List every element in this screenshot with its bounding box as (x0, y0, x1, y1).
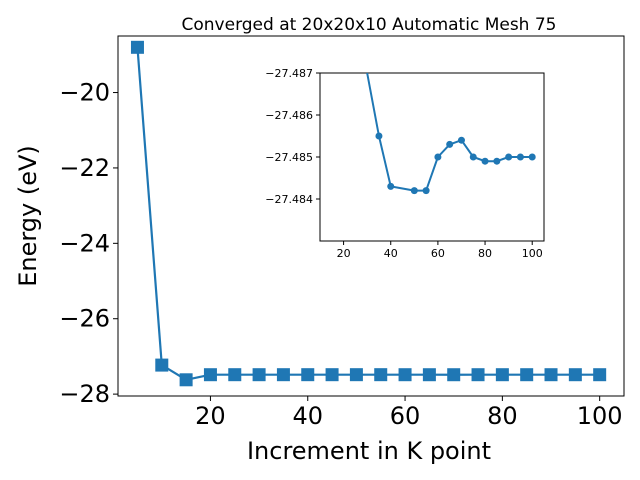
inset-data-point (493, 157, 501, 165)
inset-y-tick-label: −27.484 (265, 193, 313, 206)
inset-data-point (387, 182, 395, 190)
inset-data-point (516, 153, 524, 161)
main-y-tick-label: −26 (59, 305, 110, 333)
inset-data-point (446, 140, 454, 148)
main-data-point (325, 368, 339, 382)
main-data-point (301, 368, 315, 382)
inset-x-tick-label: 100 (522, 247, 543, 260)
inset-data-point (457, 136, 465, 144)
main-y-tick-label: −24 (59, 229, 110, 257)
main-x-tick-label: 100 (577, 402, 623, 430)
main-x-tick-label: 60 (390, 402, 421, 430)
main-data-point (471, 368, 485, 382)
main-y-tick-label: −22 (59, 154, 110, 182)
inset-x-ticks: 20 40 60 80 100 (337, 241, 543, 260)
y-axis-label: Energy (eV) (14, 145, 42, 287)
main-data-point (422, 368, 436, 382)
main-data-point (447, 368, 461, 382)
inset-x-tick-label: 20 (337, 247, 351, 260)
inset-y-ticks: −27.487 −27.486 −27.485 −27.484 (265, 67, 320, 206)
main-data-point (495, 368, 509, 382)
main-data-point (179, 373, 193, 387)
inset-y-tick-label: −27.487 (265, 67, 313, 80)
main-data-point (520, 368, 534, 382)
inset-data-point (481, 157, 489, 165)
inset-x-tick-label: 40 (384, 247, 398, 260)
inset-plot: 20 40 60 80 100 −27.487 −27.486 −27.485 −27.484 (265, 67, 545, 260)
inset-data-point (422, 187, 430, 195)
main-data-point (203, 368, 217, 382)
inset-data-point (469, 153, 477, 161)
inset-x-tick-label: 60 (431, 247, 445, 260)
main-y-tick-label: −28 (59, 380, 110, 408)
main-series (130, 40, 607, 387)
inset-y-tick-label: −27.485 (265, 151, 313, 164)
main-data-point (349, 368, 363, 382)
inset-x-tick-label: 80 (478, 247, 492, 260)
main-data-point (593, 368, 607, 382)
inset-data-point (505, 153, 513, 161)
inset-y-tick-label: −27.486 (265, 109, 313, 122)
main-data-point (228, 368, 242, 382)
main-x-ticks: 20 40 60 80 100 (195, 396, 623, 430)
x-axis-label: Increment in K point (247, 437, 491, 465)
main-plot-frame (117, 35, 625, 397)
inset-data-point (434, 153, 442, 161)
inset-series (366, 72, 536, 195)
main-data-point (130, 40, 144, 54)
main-data-point (276, 368, 290, 382)
main-y-ticks: −28 −26 −24 −22 −20 (59, 79, 118, 408)
inset-data-point (410, 187, 418, 195)
main-data-point (155, 358, 169, 372)
chart-title: Converged at 20x20x10 Automatic Mesh 75 (182, 15, 557, 35)
main-data-point (374, 368, 388, 382)
main-data-point (252, 368, 266, 382)
main-data-point (568, 368, 582, 382)
main-x-tick-label: 80 (487, 402, 518, 430)
main-data-point (544, 368, 558, 382)
main-y-tick-label: −20 (59, 79, 110, 107)
inset-data-point (375, 132, 383, 140)
main-data-point (398, 368, 412, 382)
inset-data-point (528, 153, 536, 161)
main-plot: 20 40 60 80 100 −28 −26 −24 −22 −20 (59, 35, 625, 430)
main-x-tick-label: 20 (195, 402, 226, 430)
main-x-tick-label: 40 (292, 402, 323, 430)
